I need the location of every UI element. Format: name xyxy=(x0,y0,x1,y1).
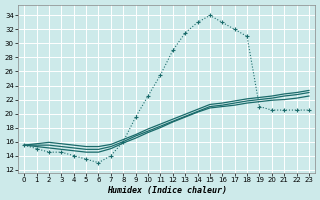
X-axis label: Humidex (Indice chaleur): Humidex (Indice chaleur) xyxy=(107,186,227,195)
